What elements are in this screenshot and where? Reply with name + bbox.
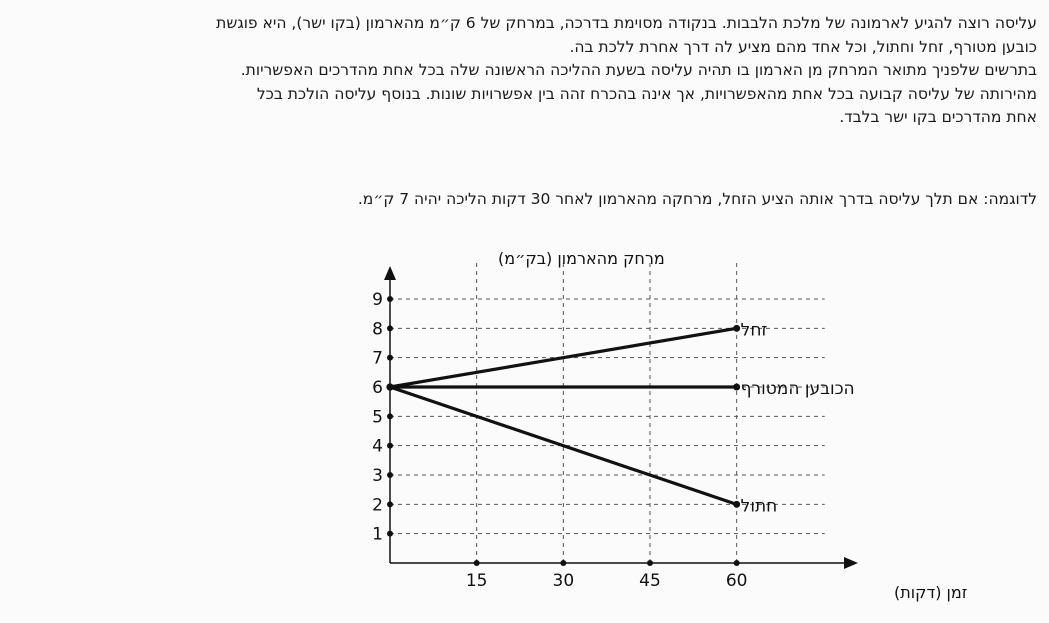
x-tick-label: 30	[553, 571, 575, 591]
x-tick-mark	[733, 560, 740, 566]
y-tick-label: 6	[372, 378, 383, 398]
x-tick-label: 45	[639, 571, 661, 591]
series-label: חתול	[741, 496, 778, 516]
y-tick-mark	[387, 296, 393, 302]
x-tick-label: 15	[466, 571, 488, 591]
problem-line: כובען מטורף, זחל וחתול, וכל אחד מהם מציע…	[569, 37, 1037, 56]
problem-line: מהירותה של עליסה קבועה בכל אחת מהאפשרויו…	[256, 84, 1037, 103]
data-point	[733, 324, 741, 332]
x-tick-mark	[560, 560, 567, 566]
x-axis-arrow	[844, 557, 858, 569]
problem-line: עליסה רוצה להגיע לארמונה של מלכת הלבבות.…	[216, 14, 1037, 32]
y-tick-label: 7	[372, 349, 383, 369]
y-tick-mark	[387, 472, 393, 478]
y-axis-arrow	[384, 266, 396, 280]
y-tick-mark	[387, 354, 393, 361]
problem-line: בתרשים שלפניך מתואר המרחק מן הארמון בו ת…	[240, 61, 1037, 80]
problem-line: אחת מהדרכים בקו ישר בלבד.	[839, 108, 1037, 127]
y-tick-label: 3	[372, 466, 383, 486]
y-tick-label: 4	[372, 437, 383, 457]
series-line	[388, 326, 739, 389]
series-label: זחל	[741, 320, 768, 340]
y-tick-label: 9	[372, 290, 383, 310]
grid	[390, 260, 825, 563]
axes	[384, 266, 858, 569]
y-tick-label: 8	[372, 319, 383, 339]
example-text: לדוגמה: אם תלך עליסה בדרך אותה הציע הזחל…	[357, 190, 1037, 208]
y-axis-label: מרחק מהארמון (בק״מ)	[498, 249, 665, 268]
data-point	[386, 383, 394, 391]
x-tick-mark	[647, 560, 653, 566]
y-tick-mark	[387, 530, 393, 537]
y-tick-mark	[387, 501, 393, 508]
y-tick-mark	[387, 442, 393, 449]
y-tick-mark	[387, 325, 393, 332]
y-tick-label: 1	[372, 525, 383, 545]
y-tick-label: 5	[372, 407, 383, 427]
data-point	[733, 500, 741, 508]
series-line	[388, 385, 739, 506]
data-point	[733, 383, 741, 391]
series-label: הכובען המטורף	[741, 379, 855, 399]
x-tick-label: 60	[726, 571, 748, 591]
series	[386, 324, 741, 508]
y-tick-label: 2	[372, 495, 383, 515]
x-tick-mark	[473, 560, 480, 566]
problem-text: עליסה רוצה להגיע לארמונה של מלכת הלבבות.…	[7, 12, 1037, 130]
x-axis-label: זמן (דקות)	[894, 583, 967, 602]
y-tick-mark	[387, 413, 393, 420]
